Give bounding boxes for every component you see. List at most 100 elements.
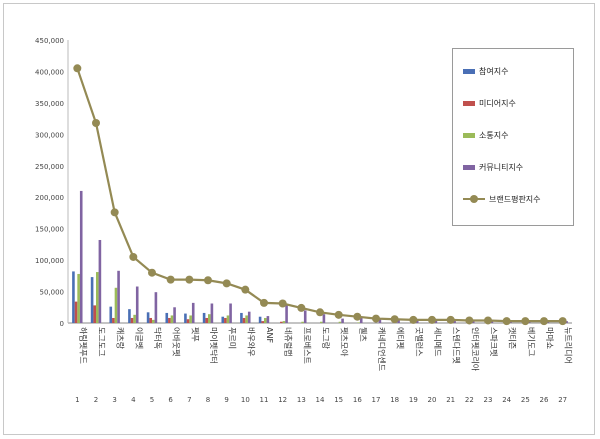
y-tick-label: 200,000 [35, 194, 64, 202]
x-category-label: 네츄럴랩 [284, 327, 293, 356]
x-category-label: 하림펫푸드 [78, 327, 88, 364]
bar [322, 314, 326, 323]
bar [221, 316, 225, 323]
bar [130, 317, 134, 323]
line-point [241, 285, 250, 294]
line-point [428, 315, 436, 324]
line-point [353, 312, 362, 321]
line-point [278, 299, 287, 308]
bar [242, 317, 246, 323]
legend-swatch-media [463, 100, 475, 106]
line-point [92, 119, 100, 128]
x-category-label: 마이펫닥터 [209, 327, 219, 364]
x-rank-label: 23 [484, 396, 493, 404]
x-category-label: 뉴트리디어 [564, 327, 574, 364]
x-category-label: 펫푸 [190, 327, 200, 342]
legend-item-community: 커뮤니티지수 [463, 159, 523, 175]
line-point [110, 208, 119, 217]
x-category-label: 어바웃펫 [172, 327, 182, 356]
x-category-label: 도그도그 [97, 327, 106, 356]
line-point [185, 275, 194, 284]
x-category-label: 도그랑 [321, 327, 331, 350]
bar [93, 305, 96, 323]
x-category-label: 굿밸런스 [414, 327, 424, 356]
bar [191, 302, 195, 323]
line-point [390, 315, 399, 324]
line-point [316, 308, 324, 317]
x-category-label: 닥터독 [153, 327, 163, 349]
y-tick-label: 300,000 [35, 131, 64, 139]
line-point [73, 64, 82, 73]
bar [168, 317, 171, 323]
legend-swatch-community [463, 164, 475, 170]
legend-swatch-communication [463, 132, 475, 138]
x-rank-label: 8 [206, 396, 210, 404]
y-tick-label: 250,000 [35, 163, 64, 171]
bar [165, 312, 169, 323]
y-tick-label: 150,000 [35, 226, 64, 234]
bar [189, 315, 192, 323]
x-rank-label: 26 [540, 396, 549, 404]
bar [258, 316, 262, 323]
x-category-label: 펫츠모아 [340, 327, 350, 357]
bar [96, 272, 99, 323]
line-point [502, 317, 511, 326]
x-category-label: 인터펫코리아 [470, 327, 480, 372]
bar [109, 306, 113, 323]
bar [280, 321, 283, 323]
bar [266, 316, 270, 323]
x-rank-label: 5 [150, 396, 154, 404]
y-tick-label: 0 [60, 320, 64, 328]
x-rank-label: 21 [446, 396, 455, 404]
line-point [260, 298, 268, 307]
bar [72, 271, 75, 323]
bar [245, 315, 248, 323]
x-rank-label: 4 [131, 396, 136, 404]
line-point [166, 275, 175, 284]
legend-line-brand-reputation [463, 195, 485, 203]
line-point [148, 268, 156, 277]
bar [490, 321, 494, 323]
x-rank-label: 24 [502, 396, 511, 404]
chart-legend: 참여지수 미디어지수 소통지수 커뮤니티지수 브랜드평판지수 [452, 48, 574, 226]
bar [184, 313, 187, 323]
bar [226, 315, 230, 323]
bar [186, 319, 190, 323]
legend-item-participation: 참여지수 [463, 63, 508, 79]
x-rank-label: 3 [112, 396, 116, 404]
bar [359, 317, 363, 323]
bar [149, 317, 152, 323]
x-category-label: 푸르미 [228, 327, 237, 349]
y-tick-label: 50,000 [40, 289, 65, 297]
bar [247, 311, 251, 323]
x-rank-label: 1 [75, 396, 79, 404]
bar [285, 305, 288, 323]
line-point [446, 315, 455, 324]
bar [133, 314, 136, 323]
bar [240, 312, 243, 323]
line-point [465, 316, 474, 325]
x-category-label: 이글벳 [134, 327, 144, 349]
y-tick-label: 100,000 [35, 257, 64, 265]
line-point [372, 314, 380, 323]
line-point [521, 317, 530, 326]
x-category-label: 스텐다드펫 [452, 327, 462, 364]
x-rank-label: 17 [372, 396, 381, 404]
y-tick-label: 450,000 [35, 37, 64, 45]
bar [565, 321, 568, 323]
line-point [204, 276, 212, 285]
line-point [222, 279, 231, 288]
bar [117, 270, 120, 323]
x-category-label: 바우와우 [246, 327, 256, 356]
bar [152, 319, 155, 323]
bar [229, 303, 232, 323]
bar [202, 312, 206, 323]
bar [210, 303, 214, 323]
bar [341, 318, 344, 323]
x-category-label: 캐츠랑 [116, 327, 126, 350]
x-rank-label: 19 [409, 396, 418, 404]
x-rank-label: 22 [465, 396, 474, 404]
line-point [129, 252, 138, 261]
bar [471, 320, 475, 323]
